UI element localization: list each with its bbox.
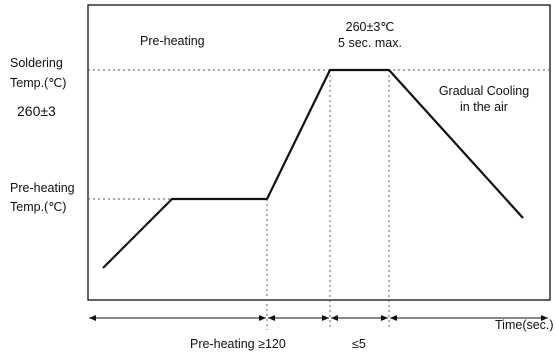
temperature-profile-curve (102, 68, 524, 269)
soldering-temp-value: 260±3 (17, 103, 56, 119)
preheating-region-label: Pre-heating (140, 34, 205, 48)
cooling-medium-label: in the air (460, 100, 508, 114)
cooling-label: Gradual Cooling (438, 84, 530, 98)
soldering-label: Soldering (10, 56, 63, 70)
peak-duration-label: ≤5 (352, 337, 366, 351)
preheating-temp-label: Pre-heating (10, 181, 75, 195)
peak-hold-label: 5 sec. max. (338, 36, 402, 50)
time-axis-label: Time(sec.) (495, 318, 554, 332)
preheating-duration-label: Pre-heating ≥120 (190, 337, 286, 351)
plot-frame (87, 4, 551, 301)
peak-temperature-label: 260±3℃ (345, 20, 395, 34)
soldering-temp-unit-label: Temp.(℃) (10, 76, 67, 90)
preheating-temp-unit-label: Temp.(℃) (10, 200, 67, 214)
